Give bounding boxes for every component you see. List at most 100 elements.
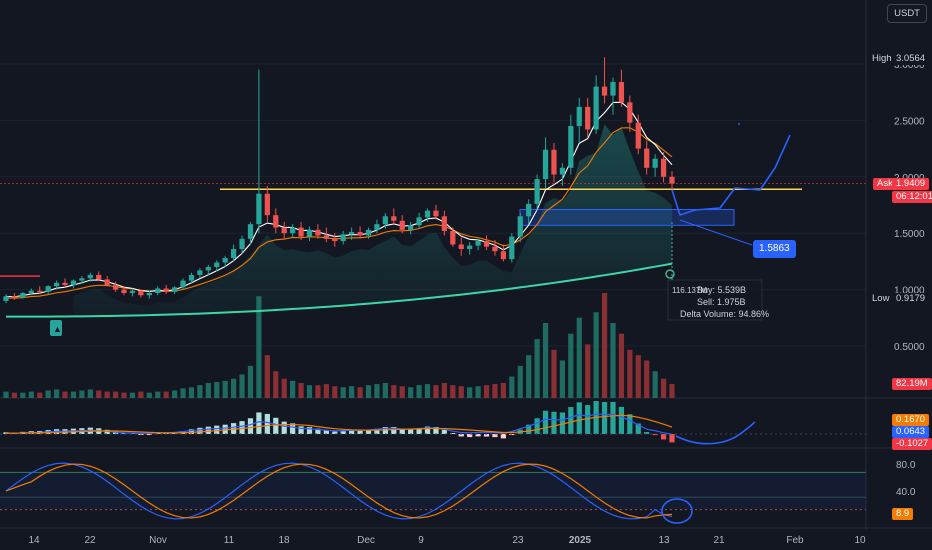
macd-hist-bar xyxy=(273,417,279,434)
macd-hist-bar xyxy=(112,431,119,434)
volume-bar xyxy=(70,391,77,398)
ask-badge-value: 1.9409 xyxy=(892,178,930,190)
volume-bar xyxy=(306,385,313,398)
candle-body xyxy=(28,290,34,293)
macd-hist-bar xyxy=(298,426,304,434)
time-tick-label: 2025 xyxy=(569,535,592,546)
volume-bar xyxy=(281,378,287,398)
candle-body xyxy=(104,279,110,286)
volume-bar xyxy=(534,339,540,398)
volume-bar xyxy=(627,349,633,398)
time-tick-label: Nov xyxy=(149,535,167,546)
macd-hist-bar xyxy=(365,430,372,434)
macd-badge-2: 0.0643 xyxy=(892,426,930,438)
target-price-badge[interactable]: 1.5863 xyxy=(753,240,796,258)
time-tick-label: 14 xyxy=(28,535,40,546)
macd-hist-bar xyxy=(315,428,321,434)
price-tick-label: 1.0000 xyxy=(894,286,925,297)
macd-hist-bar xyxy=(618,406,625,434)
macd-hist-bar xyxy=(441,429,447,434)
candle-body xyxy=(408,225,414,230)
volume-bar xyxy=(652,371,658,398)
volume-bar xyxy=(509,376,515,398)
volume-bar xyxy=(450,385,456,398)
macd-badge-3: -0.1027 xyxy=(892,438,932,450)
candle-body xyxy=(551,149,557,175)
delta-percent: Delta Volume: 94.86% xyxy=(680,309,770,319)
macd-hist-bar xyxy=(391,426,397,434)
volume-bar xyxy=(542,323,549,398)
volume-bar xyxy=(526,355,532,398)
candle-body xyxy=(197,270,203,275)
candle-body xyxy=(70,280,77,286)
volume-bar xyxy=(290,380,296,398)
signal-marker-label: ▲ xyxy=(53,324,62,334)
macd-hist-bar xyxy=(627,414,633,434)
volume-bar xyxy=(62,391,68,398)
candle-body xyxy=(96,274,102,280)
macd-hist-bar xyxy=(214,425,220,434)
macd-hist-bar xyxy=(340,431,346,434)
candle-body xyxy=(171,287,178,292)
volume-bar xyxy=(374,384,380,398)
volume-bar xyxy=(298,383,304,398)
candle-body xyxy=(534,179,540,204)
candle-body xyxy=(332,238,338,242)
candle-body xyxy=(669,176,675,184)
macd-hist-bar xyxy=(500,434,507,439)
candle-body xyxy=(214,262,220,268)
volume-bar xyxy=(416,385,422,398)
volume-bar xyxy=(214,381,220,398)
projection-path xyxy=(671,134,791,216)
candle-body xyxy=(635,122,641,149)
stoch-d-line xyxy=(5,463,673,519)
candle-body xyxy=(627,102,633,123)
ema-fast-line xyxy=(5,101,673,298)
candle-body xyxy=(517,216,523,237)
candle-body xyxy=(129,290,136,293)
candle-body xyxy=(205,267,211,271)
volume-bar xyxy=(467,387,473,398)
candle-body xyxy=(349,232,355,235)
volume-bar xyxy=(475,386,481,398)
macd-hist-bar xyxy=(121,433,127,434)
volume-bar xyxy=(483,385,490,398)
candle-body xyxy=(146,292,152,296)
low-badge-value: 0.9179 xyxy=(892,293,930,305)
candle-body xyxy=(357,232,363,236)
signal-marker xyxy=(50,320,62,336)
volume-bar xyxy=(264,355,270,398)
currency-button[interactable]: USDT xyxy=(887,4,927,23)
volume-bar xyxy=(247,365,254,398)
candle-body xyxy=(306,229,313,237)
volume-bar xyxy=(593,312,599,398)
candle-body xyxy=(424,210,431,218)
macd-hist-bar xyxy=(323,430,329,434)
candle-body xyxy=(298,227,304,237)
time-tick-label: 9 xyxy=(418,535,424,546)
candle-body xyxy=(509,236,515,260)
candle-body xyxy=(391,216,397,221)
macd-hist-bar xyxy=(222,424,228,434)
volume-bar xyxy=(112,391,119,398)
macd-projection xyxy=(675,421,756,445)
time-tick-label: 22 xyxy=(84,535,96,546)
candle-body xyxy=(500,251,507,260)
macd-hist-bar xyxy=(652,434,658,436)
delta-vol-label: 116.137M xyxy=(672,286,707,295)
candle-body xyxy=(365,229,372,236)
volume-bar xyxy=(273,371,279,398)
macd-hist-bar xyxy=(399,428,405,434)
volume-bar xyxy=(256,296,262,398)
volume-bar xyxy=(146,392,152,398)
volume-bar xyxy=(408,387,414,398)
volume-bar xyxy=(458,386,464,398)
candle-body xyxy=(62,282,68,286)
volume-bar xyxy=(433,385,439,398)
volume-bar xyxy=(559,360,566,398)
macd-hist-bar xyxy=(146,434,152,435)
volume-profile-area xyxy=(73,124,672,317)
volume-bar xyxy=(635,355,641,398)
volume-bar xyxy=(197,385,203,398)
